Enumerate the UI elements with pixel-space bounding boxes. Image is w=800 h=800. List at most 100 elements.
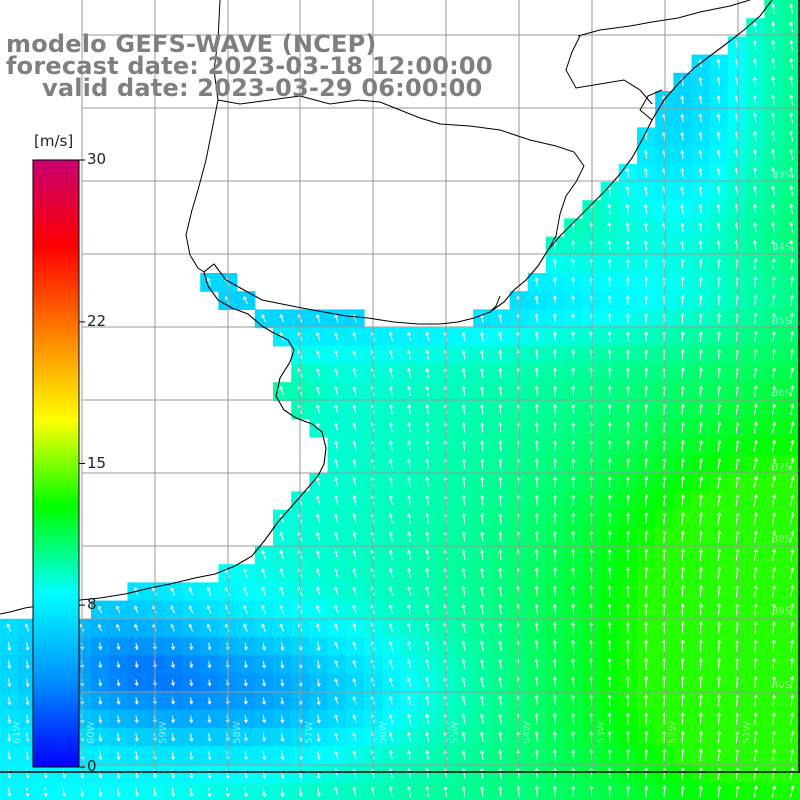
wind-arrow <box>552 421 558 433</box>
lat-tick-label: 36S <box>772 388 792 399</box>
wind-arrow <box>752 40 757 51</box>
wind-arrow <box>407 331 411 341</box>
wind-arrow <box>552 403 558 415</box>
wind-arrow <box>207 661 212 669</box>
wind-arrow <box>771 367 776 379</box>
wind-arrow <box>189 769 194 779</box>
wind-arrow <box>7 769 12 779</box>
wind-arrow <box>279 314 285 323</box>
wind-arrow <box>334 458 339 469</box>
wind-arrow <box>207 679 212 687</box>
wind-arrow <box>625 621 630 634</box>
wind-arrow <box>315 367 321 378</box>
wind-arrow <box>116 715 121 724</box>
wind-arrow <box>206 586 212 596</box>
wind-arrow <box>316 733 321 743</box>
wind-arrow <box>7 732 12 743</box>
wind-arrow <box>479 385 484 397</box>
wind-arrow <box>571 530 576 543</box>
wind-arrow <box>680 639 685 652</box>
wind-arrow <box>716 203 721 214</box>
wind-arrow <box>771 221 776 233</box>
wind-arrow <box>498 622 503 633</box>
wind-arrow <box>498 531 503 542</box>
wind-arrow <box>717 603 722 616</box>
wind-arrow <box>716 222 721 233</box>
wind-arrow <box>553 440 558 451</box>
wind-arrow <box>534 331 539 342</box>
wind-arrow <box>352 714 357 723</box>
wind-arrow <box>772 566 777 579</box>
wind-arrow <box>771 203 776 215</box>
wind-arrow <box>370 786 375 797</box>
wind-arrow <box>753 730 758 743</box>
wind-arrow <box>461 458 466 469</box>
wind-arrow <box>498 367 503 378</box>
wind-arrow <box>772 584 776 598</box>
wind-arrow <box>698 276 703 287</box>
wind-arrow <box>80 769 85 779</box>
wind-arrow <box>134 751 139 761</box>
wind-arrow <box>352 696 357 705</box>
wind-arrow <box>479 367 484 378</box>
wind-arrow <box>315 586 321 596</box>
wind-arrow <box>644 403 649 415</box>
wind-arrow <box>352 732 357 742</box>
wind-arrow <box>534 458 539 470</box>
wind-arrow <box>789 221 794 233</box>
wind-arrow <box>316 769 321 779</box>
wind-arrow <box>498 549 503 561</box>
wind-arrow <box>7 714 12 724</box>
wind-arrow <box>771 149 776 160</box>
wind-arrow <box>315 513 321 524</box>
wind-arrow <box>571 676 576 688</box>
wind-arrow <box>115 623 121 632</box>
wind-arrow <box>315 531 321 542</box>
wind-arrow <box>262 679 267 687</box>
wind-arrow <box>134 642 139 651</box>
wind-arrow <box>461 713 466 724</box>
wind-arrow <box>171 679 176 687</box>
wind-arrow <box>790 421 795 434</box>
wind-arrow <box>698 58 703 68</box>
wind-arrow <box>479 676 484 688</box>
wind-arrow <box>680 331 685 342</box>
wind-arrow <box>25 769 30 779</box>
wind-arrow <box>116 769 121 779</box>
wind-arrow <box>280 697 285 706</box>
wind-arrow <box>717 712 722 725</box>
wind-arrow <box>552 749 557 761</box>
wind-arrow <box>607 530 612 543</box>
wind-arrow <box>698 77 703 86</box>
wind-arrow <box>680 385 685 397</box>
wind-arrow <box>790 330 795 342</box>
wind-arrow <box>262 697 267 705</box>
wind-arrow <box>607 276 612 287</box>
wind-arrow <box>498 385 503 397</box>
border-line <box>565 35 653 105</box>
wind-arrow <box>552 640 557 652</box>
wind-arrow <box>534 567 539 579</box>
wind-arrow <box>261 623 266 632</box>
wind-arrow <box>735 785 740 798</box>
wind-arrow <box>189 661 194 669</box>
wind-arrow <box>261 550 266 560</box>
wind-arrow <box>334 531 339 542</box>
wind-arrow <box>717 439 722 452</box>
wind-arrow <box>771 276 776 287</box>
wind-arrow <box>498 403 503 415</box>
wind-arrow <box>607 657 612 670</box>
wind-arrow <box>407 731 411 742</box>
wind-arrow <box>516 785 521 797</box>
wind-arrow <box>479 785 485 797</box>
wind-arrow <box>206 623 212 632</box>
wind-arrow <box>771 185 776 196</box>
wind-arrow <box>352 750 357 760</box>
wind-arrow <box>188 605 194 614</box>
wind-arrow <box>461 331 466 341</box>
wind-arrow <box>425 440 430 451</box>
wind-arrow <box>571 567 576 579</box>
wind-arrow <box>753 566 758 580</box>
wind-arrow <box>534 512 539 524</box>
